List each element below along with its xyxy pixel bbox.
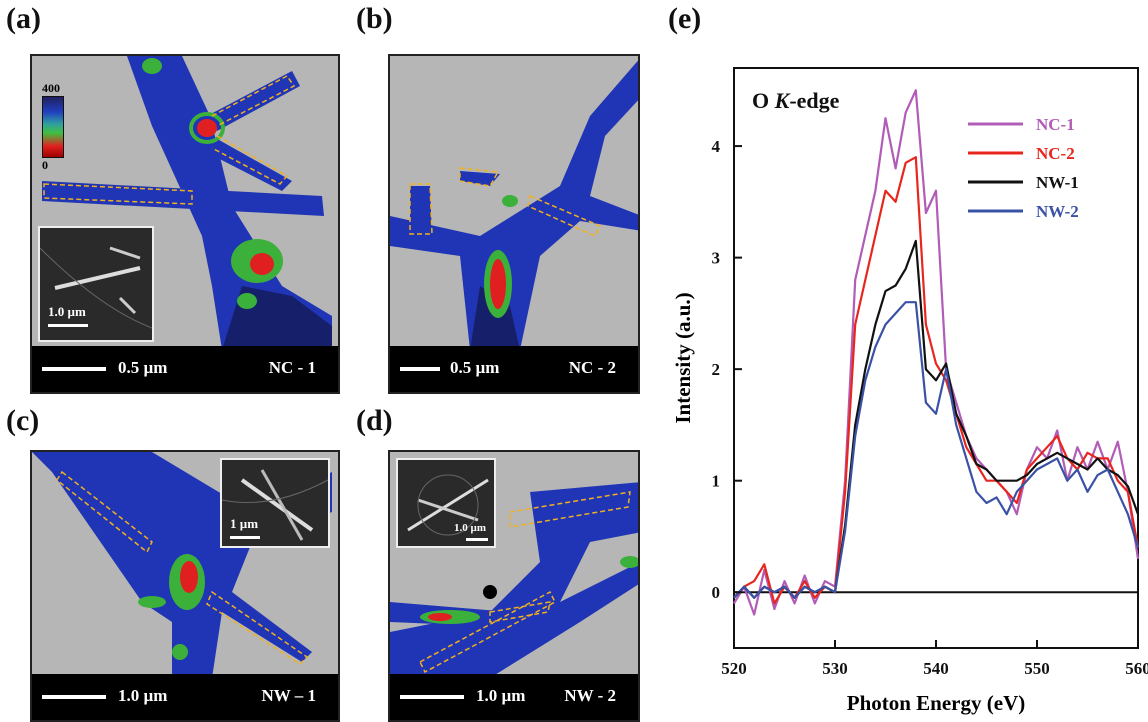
x-tick-label: 560 [1125, 659, 1148, 678]
inset-scale-label-d: 1.0 µm [454, 522, 487, 534]
inset-scale-label-c: 1 µm [230, 516, 259, 531]
colorbar-max-label: 400 [42, 81, 60, 95]
inset-sem-a: 1.0 µm [38, 226, 154, 342]
inset-scale-bar-d [466, 538, 488, 541]
scale-bar-d [400, 695, 464, 699]
scale-bar-strip-c: 1.0 µm NW – 1 [32, 674, 338, 720]
scale-bar-strip-a: 0.5 µm NC - 1 [32, 346, 338, 392]
map-panel-d: 1.0 µm 1.0 µm NW - 2 [388, 450, 640, 722]
scale-bar-strip-b: 0.5 µm NC - 2 [390, 346, 638, 392]
panel-label-d: (d) [356, 404, 393, 437]
inset-scale-label-a: 1.0 µm [48, 304, 86, 319]
map-image-a [42, 56, 332, 350]
inset-sem-d: 1.0 µm [396, 458, 496, 548]
panel-label-a: (a) [6, 2, 41, 35]
series-line-NC-1 [733, 89, 1140, 616]
y-tick-label: 3 [712, 249, 721, 268]
plot-frame [733, 67, 1139, 649]
scale-bar-b [400, 367, 440, 371]
inset-image-d [407, 474, 489, 536]
x-tick-label: 530 [822, 659, 848, 678]
sample-label-b: NC - 2 [568, 358, 616, 377]
series-line-NC-2 [733, 156, 1140, 605]
scale-label-b: 0.5 µm [450, 358, 500, 377]
x-axis-title: Photon Energy (eV) [847, 691, 1025, 715]
scale-label-c: 1.0 µm [118, 686, 168, 705]
scale-label-a: 0.5 µm [118, 358, 168, 377]
inset-image-a [40, 246, 152, 329]
y-tick-label: 4 [712, 137, 721, 156]
plot-border [733, 67, 1139, 649]
intensity-colorbar [42, 96, 64, 158]
x-tick-label: 550 [1024, 659, 1050, 678]
map-panel-b: 0.5 µm NC - 2 [388, 54, 640, 394]
legend-label-NW-2: NW-2 [1036, 202, 1079, 221]
inset-scale-bar-c [230, 536, 260, 539]
map-image-d [390, 482, 638, 678]
inset-sem-c: 1 µm [220, 458, 330, 548]
map-image-b [390, 60, 638, 350]
series-line-NW-1 [733, 239, 1140, 599]
y-axis-title: Intensity (a.u.) [671, 292, 695, 423]
sample-label-a: NC - 1 [268, 358, 316, 377]
y-tick-label: 2 [712, 360, 721, 379]
inset-scale-bar-a [48, 324, 88, 327]
map-panel-c: 1 µm 1.0 µm NW – 1 [30, 450, 340, 722]
scale-bar-strip-d: 1.0 µm NW - 2 [390, 674, 638, 720]
y-tick-label: 1 [712, 472, 721, 491]
sample-label-d: NW - 2 [564, 686, 616, 705]
panel-label-e: (e) [668, 2, 702, 35]
chart-annotation: O K-edge [752, 88, 840, 113]
series-line-NW-2 [733, 301, 1140, 599]
x-tick-label: 520 [721, 659, 747, 678]
scale-bar-a [42, 367, 106, 371]
map-image-c [32, 452, 332, 678]
colorbar-min-label: 0 [42, 158, 48, 172]
scale-label-d: 1.0 µm [476, 686, 526, 705]
scale-bar-c [42, 695, 106, 699]
y-tick-label: 0 [712, 583, 721, 602]
oxygen-k-edge-chart: 520 530 540 550 560 0 1 2 3 4 NC-1 NC-2 NW-1 NW-2 O … [671, 67, 1148, 715]
legend-label-NW-1: NW-1 [1036, 173, 1079, 192]
inset-image-c [222, 469, 328, 541]
legend-label-NC-2: NC-2 [1036, 144, 1075, 163]
map-panel-a: 400 0 1.0 µm 0.5 µm NC - 1 [30, 54, 340, 394]
x-tick-label: 540 [923, 659, 949, 678]
panel-label-b: (b) [356, 2, 393, 35]
sample-label-c: NW – 1 [261, 686, 316, 705]
panel-label-c: (c) [6, 404, 40, 437]
legend-label-NC-1: NC-1 [1036, 115, 1075, 134]
